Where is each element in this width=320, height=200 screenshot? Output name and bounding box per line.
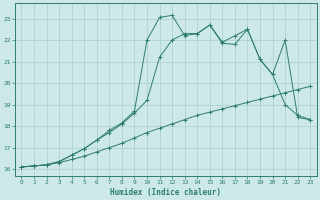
X-axis label: Humidex (Indice chaleur): Humidex (Indice chaleur) <box>110 188 221 197</box>
